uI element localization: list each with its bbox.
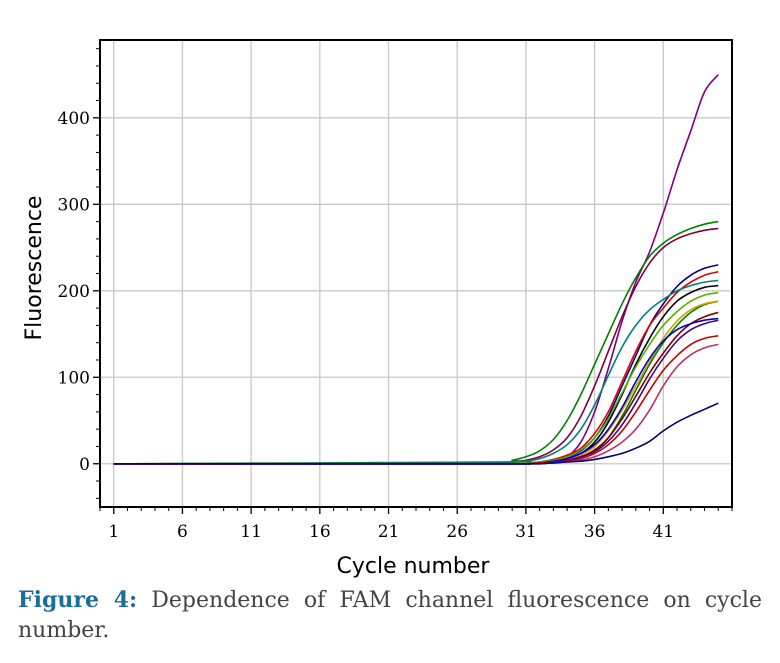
- series-lines: [113, 74, 719, 465]
- x-tick-label: 21: [378, 522, 400, 542]
- y-tick-label: 0: [79, 455, 90, 475]
- y-tick-label: 400: [58, 109, 90, 129]
- x-tick-label: 6: [177, 522, 188, 542]
- x-tick-label: 31: [515, 522, 537, 542]
- series-line: [113, 402, 719, 465]
- y-tick-label: 100: [58, 368, 90, 388]
- x-tick-label: 36: [584, 522, 606, 542]
- series-line: [113, 317, 719, 465]
- plot-frame: [99, 39, 733, 508]
- x-tick-label: 41: [652, 522, 674, 542]
- series-line: [113, 264, 719, 465]
- series-line: [113, 279, 719, 465]
- x-axis-title: Cycle number: [337, 554, 491, 579]
- y-tick-label: 200: [58, 282, 90, 302]
- caption-text: Dependence of FAM channel fluorescence o…: [18, 588, 762, 643]
- series-line: [113, 220, 719, 465]
- series-line: [113, 311, 719, 465]
- series-line: [113, 343, 719, 465]
- grid-lines: [100, 40, 732, 507]
- x-tick-label: 1: [108, 522, 119, 542]
- figure-caption: Figure 4: Dependence of FAM channel fluo…: [18, 585, 762, 646]
- series-line: [113, 319, 719, 465]
- x-tick-label: 11: [240, 522, 262, 542]
- y-tick-label: 300: [58, 195, 90, 215]
- x-tick-label: 26: [446, 522, 468, 542]
- series-line: [113, 271, 719, 465]
- caption-label: Figure 4:: [18, 587, 138, 613]
- x-tick-label: 16: [309, 522, 331, 542]
- series-line: [113, 227, 719, 465]
- y-axis-title: Fluorescence: [22, 196, 47, 341]
